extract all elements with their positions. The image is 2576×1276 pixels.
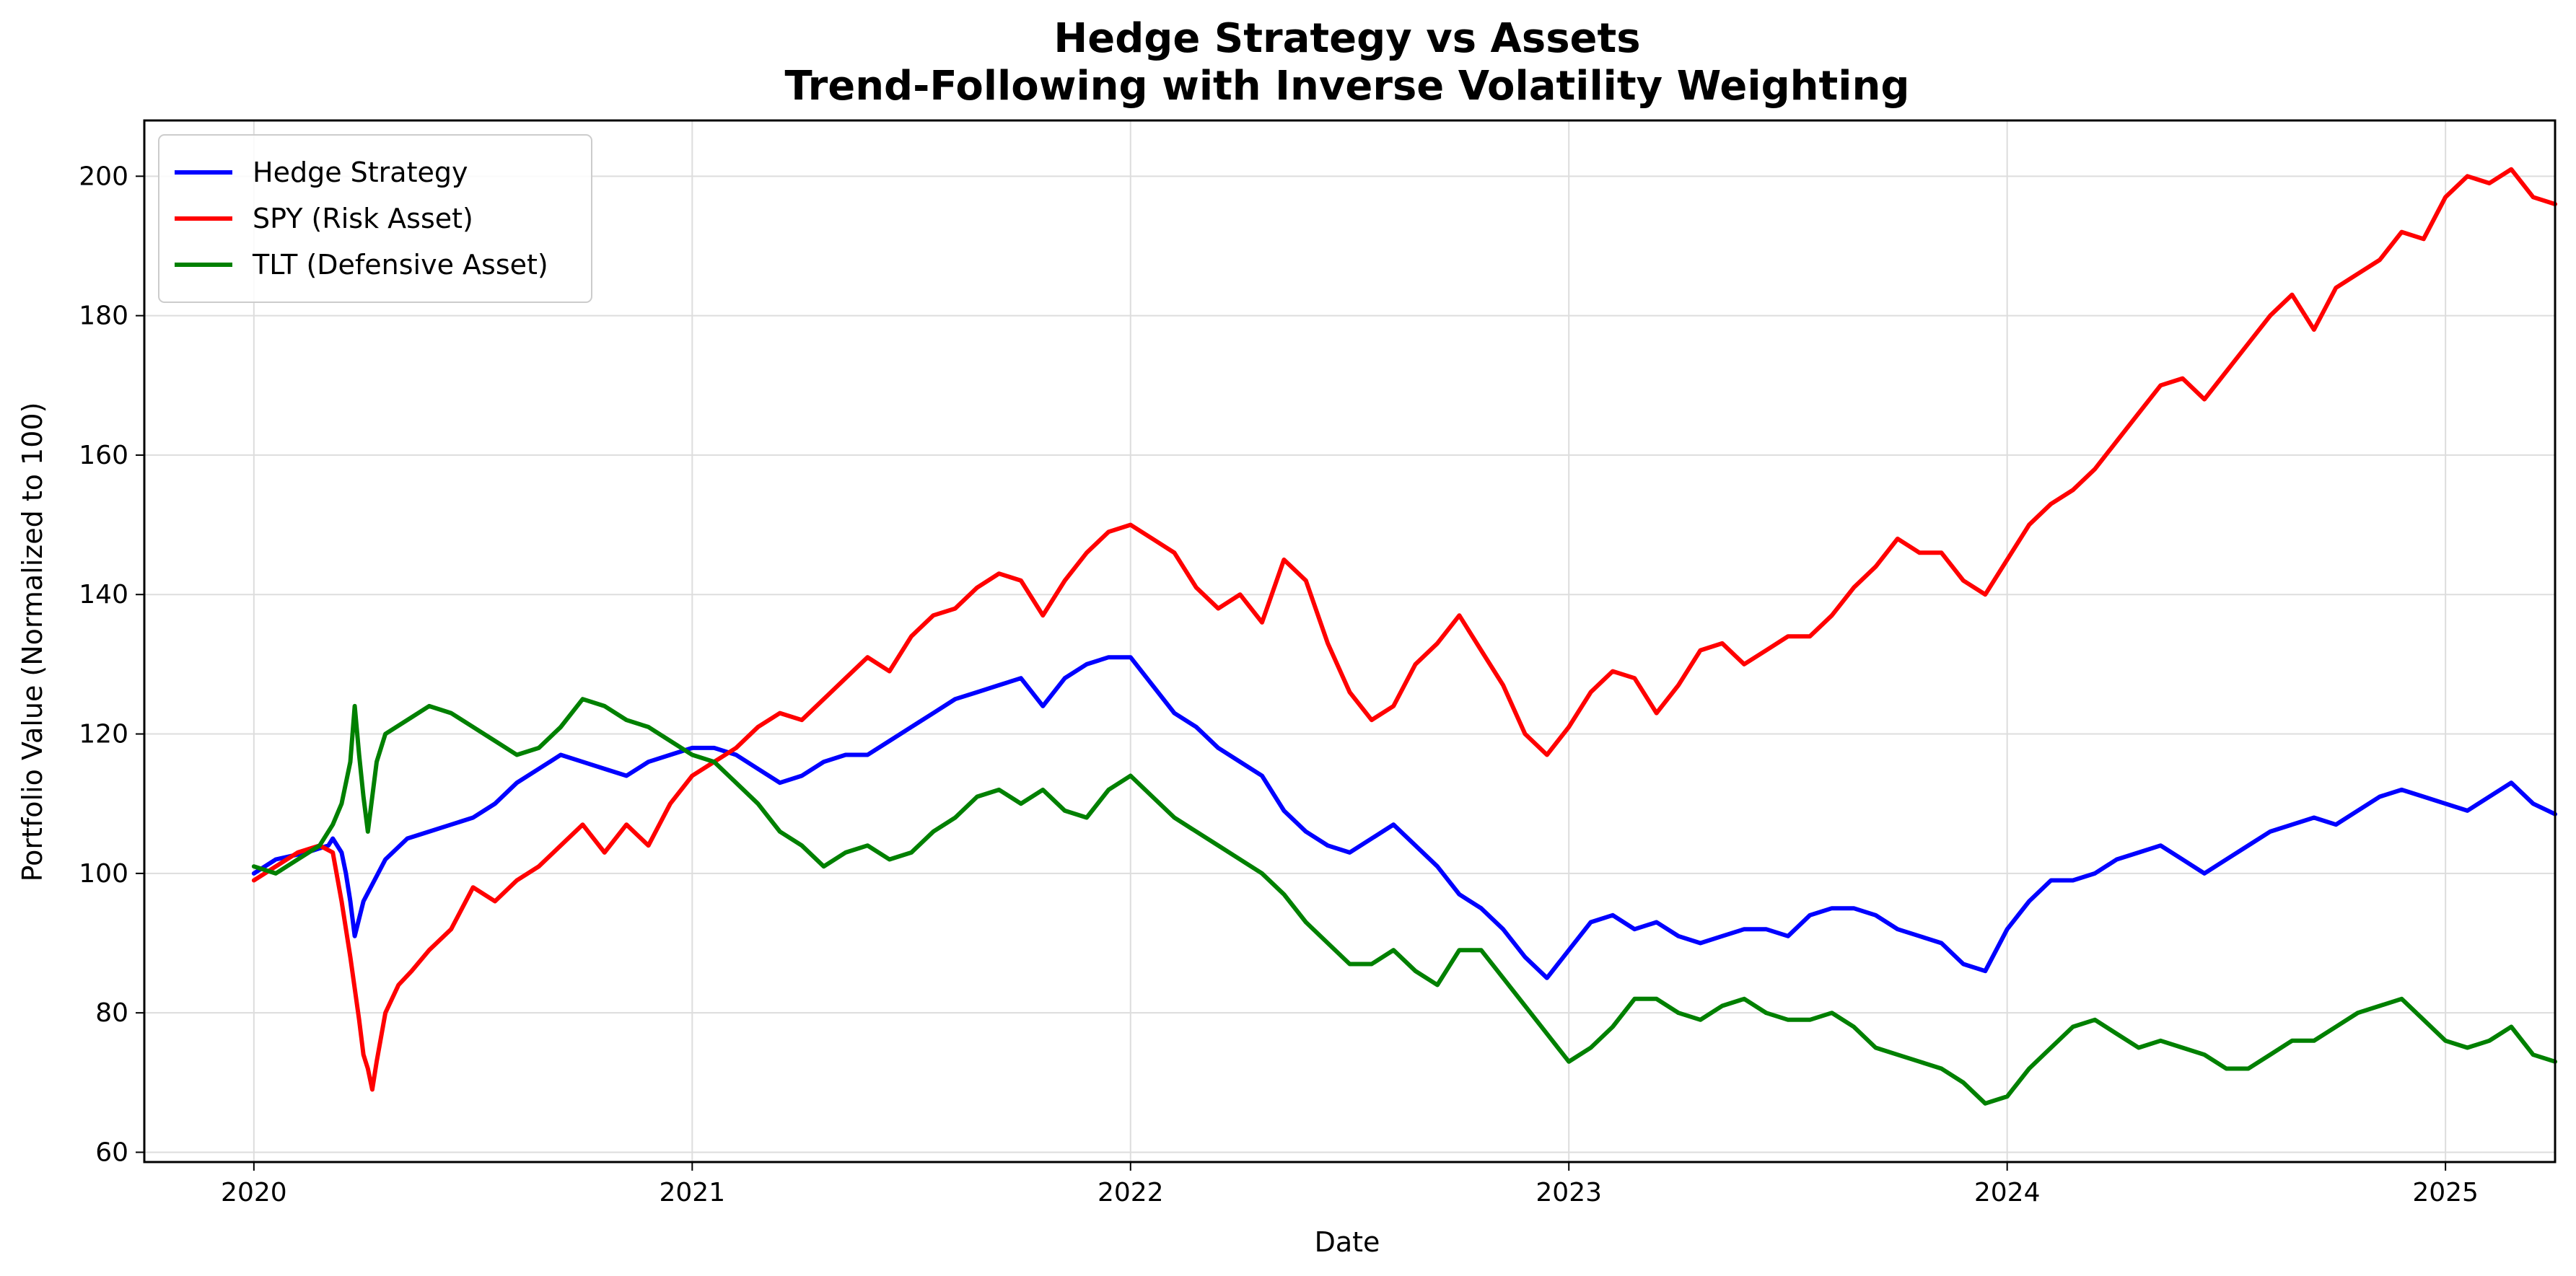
series-lines [251,167,2557,1106]
y-tick-label: 180 [79,302,128,331]
legend-label: Hedge Strategy [253,157,468,188]
x-tick-label: 2024 [1974,1178,2041,1207]
y-tick-label: 160 [79,441,128,470]
y-tick-label: 80 [95,998,128,1028]
x-tick-label: 2021 [660,1178,726,1207]
axes-ticks: 2020 2021 2022 2023 2024 2025 60 80 100 120 140 160… [79,162,2479,1207]
x-tick-label: 2020 [221,1178,287,1207]
chart-subtitle: Trend-Following with Inverse Volatility … [785,63,1910,110]
chart-title: Hedge Strategy vs Assets [1053,15,1640,62]
y-tick-label: 200 [79,162,128,191]
y-tick-label: 140 [79,580,128,610]
y-axis-label: Portfolio Value (Normalized to 100) [17,402,48,882]
y-tick-label: 100 [79,859,128,889]
y-tick-label: 120 [79,720,128,749]
y-tick-label: 60 [95,1138,128,1167]
x-tick-label: 2025 [2412,1178,2479,1207]
x-tick-label: 2022 [1098,1178,1164,1207]
legend-label: SPY (Risk Asset) [253,203,473,234]
grid [144,120,2555,1162]
series-line-0 [251,655,2557,980]
series-line-2 [251,697,2557,1106]
plot-frame [143,119,2557,1163]
series-line-1 [251,167,2557,1092]
legend-box [158,134,592,303]
legend: Hedge Strategy SPY (Risk Asset) TLT (Defen… [158,134,592,303]
legend-label: TLT (Defensive Asset) [252,249,548,281]
x-axis-label: Date [1315,1226,1380,1258]
x-tick-label: 2023 [1535,1178,1602,1207]
